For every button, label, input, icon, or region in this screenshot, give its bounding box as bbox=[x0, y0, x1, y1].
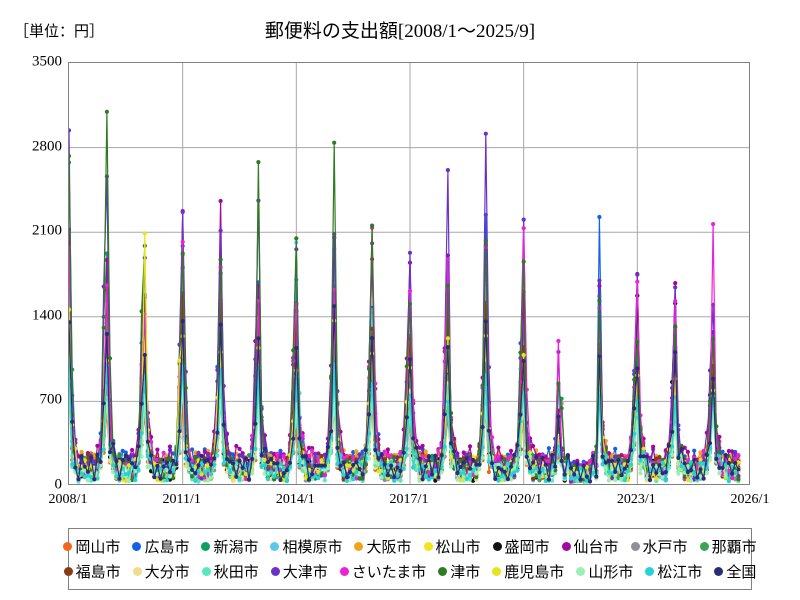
y-axis-label-group: 0 700 1400 2100 2800 3500 bbox=[0, 54, 63, 493]
legend-marker-icon bbox=[492, 542, 502, 551]
legend-marker-icon bbox=[270, 567, 280, 576]
legend-marker-icon bbox=[201, 542, 211, 551]
legend-label: 大分市 bbox=[144, 564, 190, 581]
legend-item-相模原市[interactable]: 相模原市 bbox=[270, 536, 342, 557]
legend-item-松山市[interactable]: 松山市 bbox=[423, 536, 481, 557]
legend-label: 盛岡市 bbox=[504, 539, 550, 556]
plot-frame bbox=[68, 62, 750, 485]
legend-item-秋田市[interactable]: 秋田市 bbox=[201, 561, 259, 582]
legend-item-仙台市[interactable]: 仙台市 bbox=[561, 536, 619, 557]
plot-area bbox=[68, 62, 750, 485]
legend-marker-icon bbox=[576, 567, 586, 576]
legend-marker-icon bbox=[561, 542, 571, 551]
legend-item-さいたま市[interactable]: さいたま市 bbox=[339, 561, 427, 582]
legend-label: 津市 bbox=[450, 564, 481, 581]
legend-item-山形市[interactable]: 山形市 bbox=[576, 561, 633, 582]
y-axis-tick-label: 1400 bbox=[32, 307, 62, 324]
legend-marker-icon bbox=[132, 542, 142, 551]
legend-marker-icon bbox=[438, 567, 448, 576]
legend-label: 福島市 bbox=[75, 564, 121, 581]
legend-marker-icon bbox=[714, 567, 724, 576]
legend-item-広島市[interactable]: 広島市 bbox=[132, 536, 189, 557]
legend-label: 全国 bbox=[726, 564, 757, 581]
legend-marker-icon bbox=[201, 567, 211, 576]
legend-item-盛岡市[interactable]: 盛岡市 bbox=[492, 536, 550, 557]
legend-label: 松山市 bbox=[435, 539, 481, 556]
legend-marker-icon bbox=[270, 542, 280, 551]
legend-item-大阪市[interactable]: 大阪市 bbox=[354, 536, 412, 557]
legend-item-松江市[interactable]: 松江市 bbox=[645, 561, 702, 582]
legend-label: 那覇市 bbox=[711, 539, 757, 556]
legend-marker-icon bbox=[492, 567, 502, 576]
legend-item-鹿児島市[interactable]: 鹿児島市 bbox=[492, 561, 564, 582]
legend-row-1: 岡山市 広島市 新潟市 相模原市 大阪市 松山市 盛岡市 仙台市 水戸市 那覇市 bbox=[63, 534, 757, 559]
legend-label: 秋田市 bbox=[213, 564, 259, 581]
y-axis-tick-label: 2100 bbox=[32, 222, 62, 239]
legend-item-水戸市[interactable]: 水戸市 bbox=[630, 536, 688, 557]
x-axis-tick-label: 2026/1 bbox=[730, 492, 770, 507]
x-axis-tick-label: 2011/1 bbox=[162, 492, 201, 507]
legend-label: 水戸市 bbox=[642, 539, 688, 556]
legend-marker-icon bbox=[339, 567, 349, 576]
legend-label: 大津市 bbox=[282, 564, 328, 581]
x-axis-label-group: 2008/1 2011/1 2014/1 2017/1 2020/1 2023/1 2026… bbox=[0, 492, 800, 514]
y-axis-tick-label: 700 bbox=[39, 391, 63, 408]
y-axis-tick-label: 2800 bbox=[32, 138, 62, 155]
legend-label: さいたま市 bbox=[351, 564, 427, 581]
series-lines bbox=[69, 109, 741, 484]
legend-item-全国[interactable]: 全国 bbox=[714, 561, 756, 582]
chart-legend: 岡山市 広島市 新潟市 相模原市 大阪市 松山市 盛岡市 仙台市 水戸市 那覇市福島市 大分市 秋田市… bbox=[63, 528, 757, 590]
legend-label: 仙台市 bbox=[573, 539, 619, 556]
legend-item-那覇市[interactable]: 那覇市 bbox=[699, 536, 757, 557]
chart-title: 郵便料の支出額[2008/1～2025/9] bbox=[264, 21, 536, 42]
y-axis-tick-label: 0 bbox=[54, 476, 63, 493]
series-19 bbox=[69, 304, 741, 484]
y-axis-tick-label: 3500 bbox=[32, 53, 62, 70]
legend-item-岡山市[interactable]: 岡山市 bbox=[63, 536, 120, 557]
legend-label: 鹿児島市 bbox=[504, 564, 565, 581]
x-axis-tick-label: 2014/1 bbox=[275, 492, 315, 507]
legend-label: 岡山市 bbox=[75, 539, 121, 556]
legend-marker-icon bbox=[699, 542, 709, 551]
legend-marker-icon bbox=[132, 567, 142, 576]
legend-marker-icon bbox=[630, 542, 640, 551]
x-axis-tick-label: 2017/1 bbox=[389, 492, 429, 507]
legend-row-2: 福島市 大分市 秋田市 大津市 さいたま市 津市 鹿児島市 山形市 松江市 全国 bbox=[63, 559, 756, 584]
legend-label: 松江市 bbox=[657, 564, 703, 581]
legend-label: 相模原市 bbox=[282, 539, 343, 556]
legend-label: 広島市 bbox=[144, 539, 190, 556]
legend-marker-icon bbox=[354, 542, 364, 551]
legend-label: 新潟市 bbox=[213, 539, 259, 556]
legend-item-大津市[interactable]: 大津市 bbox=[270, 561, 328, 582]
legend-item-大分市[interactable]: 大分市 bbox=[132, 561, 190, 582]
legend-marker-icon bbox=[645, 567, 655, 576]
legend-item-新潟市[interactable]: 新潟市 bbox=[201, 536, 258, 557]
unit-label: ［単位：円］ bbox=[14, 24, 105, 40]
legend-label: 大阪市 bbox=[366, 539, 412, 556]
x-axis-tick-label: 2008/1 bbox=[48, 492, 88, 507]
legend-label: 山形市 bbox=[588, 564, 634, 581]
x-axis-tick-label: 2023/1 bbox=[616, 492, 656, 507]
legend-marker-icon bbox=[63, 542, 73, 551]
x-axis-tick-label: 2020/1 bbox=[503, 492, 543, 507]
legend-item-福島市[interactable]: 福島市 bbox=[63, 561, 121, 582]
legend-marker-icon bbox=[423, 542, 433, 551]
legend-marker-icon bbox=[63, 567, 73, 576]
legend-item-津市[interactable]: 津市 bbox=[438, 561, 480, 582]
